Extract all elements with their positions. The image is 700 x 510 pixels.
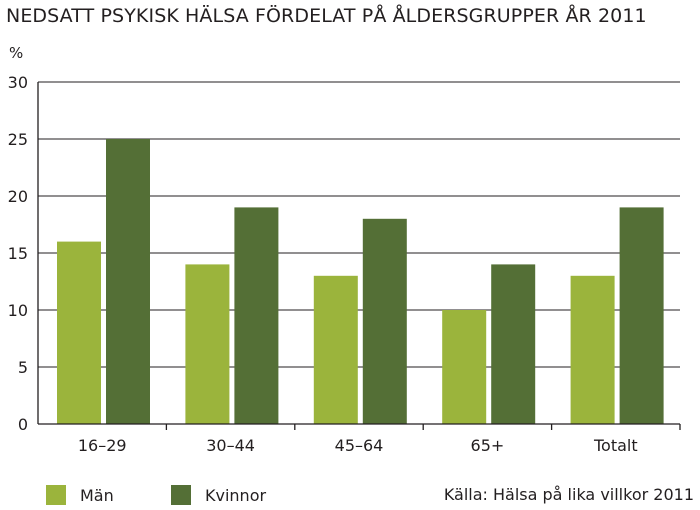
legend-item-man: Män (46, 485, 114, 505)
x-tick-label-3: 65+ (471, 436, 505, 455)
bar-kvinnor-0 (106, 139, 150, 424)
bar-chart: 0 5 10 15 20 25 30 16–29 30–44 45–64 65+ Totalt (8, 73, 681, 455)
x-tick-label-2: 45–64 (335, 436, 384, 455)
chart-title: NEDSATT PSYKISK HÄLSA FÖRDELAT PÅ ÅLDERS… (6, 5, 647, 27)
y-tick-label-10: 10 (8, 301, 28, 320)
bar-mn-4 (570, 275, 615, 424)
x-tick-label-1: 30–44 (206, 436, 255, 455)
legend-item-kvinnor: Kvinnor (171, 485, 266, 505)
y-tick-label-20: 20 (8, 187, 28, 206)
x-tick-label-4: Totalt (593, 436, 638, 455)
y-tick-label-5: 5 (18, 358, 28, 377)
legend-label-kvinnor: Kvinnor (205, 485, 267, 505)
y-tick-label-25: 25 (8, 130, 28, 149)
legend-label-man: Män (80, 485, 114, 505)
bar-mn-0 (57, 241, 101, 424)
bar-kvinnor-1 (234, 207, 279, 424)
bar-mn-1 (185, 264, 230, 424)
y-tick-label-30: 30 (8, 73, 28, 92)
y-axis-unit: % (9, 44, 24, 62)
legend-swatch-kvinnor (171, 485, 191, 505)
legend-swatch-man (46, 485, 66, 505)
bar-kvinnor-2 (362, 218, 407, 424)
bar-kvinnor-3 (491, 264, 536, 424)
bar-mn-2 (313, 275, 358, 424)
x-tick-label-0: 16–29 (78, 436, 127, 455)
y-tick-label-0: 0 (18, 415, 28, 434)
bar-kvinnor-4 (619, 207, 664, 424)
source-note: Källa: Hälsa på lika villkor 2011 (443, 485, 694, 504)
bar-mn-3 (442, 310, 487, 424)
y-tick-label-15: 15 (8, 244, 28, 263)
